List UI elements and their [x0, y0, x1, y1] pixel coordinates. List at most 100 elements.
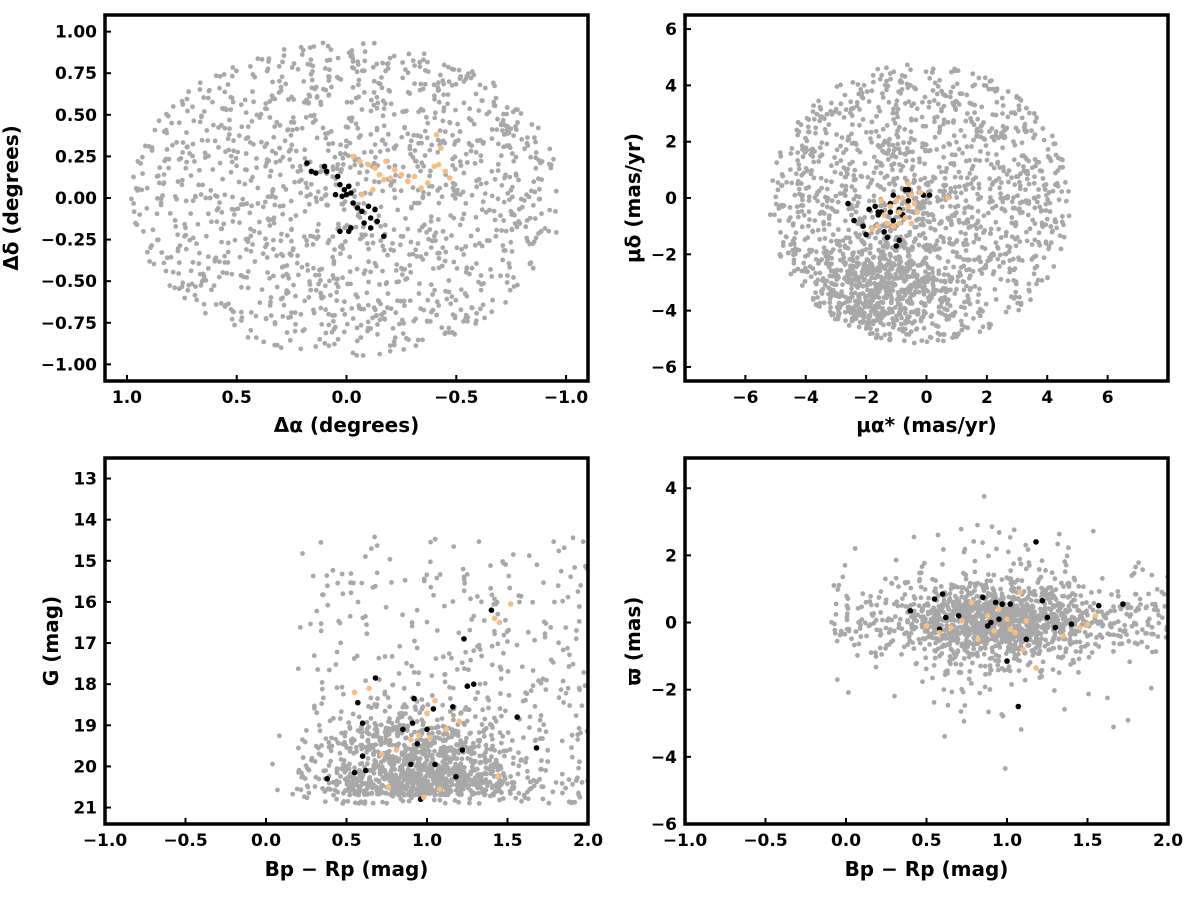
field-star-point — [802, 237, 808, 243]
field-star-point — [877, 108, 883, 114]
field-star-point — [374, 313, 379, 318]
field-star-point — [267, 223, 273, 228]
member-orange-point — [433, 132, 440, 138]
field-star-point — [811, 159, 817, 165]
field-star-point — [290, 164, 295, 169]
field-star-point — [206, 254, 211, 260]
field-star-point — [815, 227, 821, 233]
field-star-point — [1001, 168, 1007, 174]
field-star-point — [414, 645, 420, 651]
field-star-point — [351, 750, 357, 756]
field-star-point — [298, 311, 304, 317]
field-star-point — [257, 115, 263, 120]
field-star-point — [392, 195, 398, 201]
field-star-point — [251, 99, 256, 105]
field-star-point — [868, 136, 873, 142]
field-star-point — [397, 321, 402, 327]
member-black-point — [367, 215, 374, 221]
field-star-point — [478, 273, 484, 278]
field-star-point — [854, 298, 859, 304]
field-star-point — [305, 61, 311, 67]
field-star-point — [460, 189, 466, 195]
field-star-point — [1001, 195, 1007, 201]
field-star-point — [364, 719, 370, 725]
field-star-point — [1023, 198, 1029, 204]
field-star-point — [885, 261, 891, 267]
field-star-point — [795, 266, 801, 272]
field-star-point — [468, 596, 473, 602]
field-star-point — [826, 264, 832, 270]
field-star-point — [299, 264, 305, 270]
field-star-point — [342, 730, 348, 735]
field-star-point — [197, 80, 203, 86]
field-star-point — [450, 330, 455, 335]
field-star-point — [923, 181, 929, 187]
field-star-point — [940, 235, 946, 241]
field-star-point — [504, 105, 510, 110]
field-star-point — [313, 287, 319, 293]
field-star-point — [784, 234, 789, 240]
field-star-point — [930, 213, 936, 218]
field-star-point — [344, 99, 350, 105]
field-star-point — [339, 730, 344, 736]
field-star-point — [338, 640, 344, 646]
field-star-point — [847, 257, 852, 262]
field-star-point — [485, 695, 490, 701]
field-star-point — [513, 127, 519, 133]
field-star-point — [499, 183, 505, 188]
field-star-point — [837, 257, 843, 263]
field-star-point — [205, 266, 211, 271]
field-star-point — [860, 283, 866, 289]
field-star-point — [829, 163, 834, 169]
field-star-point — [402, 124, 407, 130]
field-star-point — [778, 253, 784, 259]
field-star-point — [273, 159, 279, 165]
field-star-point — [481, 752, 487, 758]
field-star-point — [340, 275, 345, 281]
field-star-point — [418, 134, 424, 139]
field-star-point — [842, 245, 848, 250]
field-star-point — [509, 738, 515, 743]
field-star-point — [846, 308, 851, 314]
field-star-point — [547, 207, 553, 213]
field-star-point — [365, 761, 370, 767]
field-star-point — [357, 768, 363, 773]
field-star-point — [874, 113, 879, 119]
field-star-point — [478, 287, 484, 293]
field-star-point — [556, 548, 562, 554]
field-star-point — [371, 782, 376, 788]
field-star-point — [164, 147, 170, 152]
field-star-point — [1030, 217, 1036, 223]
field-star-point — [306, 92, 312, 98]
field-star-point — [312, 784, 318, 789]
field-star-point — [1043, 182, 1049, 187]
field-star-point — [411, 776, 417, 782]
field-star-point — [455, 137, 461, 143]
field-star-point — [304, 262, 310, 268]
field-star-point — [892, 146, 898, 152]
field-star-point — [920, 99, 925, 105]
field-star-point — [988, 162, 994, 167]
field-star-point — [790, 247, 795, 253]
field-star-point — [175, 232, 181, 238]
field-star-point — [373, 263, 379, 269]
field-star-point — [493, 95, 499, 101]
field-star-point — [437, 128, 443, 134]
field-star-point — [806, 209, 812, 215]
field-star-point — [896, 301, 902, 307]
field-star-point — [434, 299, 440, 305]
field-star-point — [395, 779, 401, 785]
field-star-point — [1005, 278, 1011, 284]
field-star-point — [795, 181, 800, 187]
field-star-point — [388, 306, 394, 311]
field-star-point — [886, 287, 892, 292]
field-star-point — [469, 143, 475, 149]
field-star-point — [994, 99, 1000, 105]
field-star-point — [361, 201, 367, 206]
field-star-point — [1023, 156, 1029, 162]
field-star-point — [839, 289, 844, 295]
field-star-point — [507, 747, 513, 752]
field-star-point — [387, 716, 392, 722]
field-star-point — [1031, 135, 1036, 141]
field-star-point — [377, 769, 383, 775]
